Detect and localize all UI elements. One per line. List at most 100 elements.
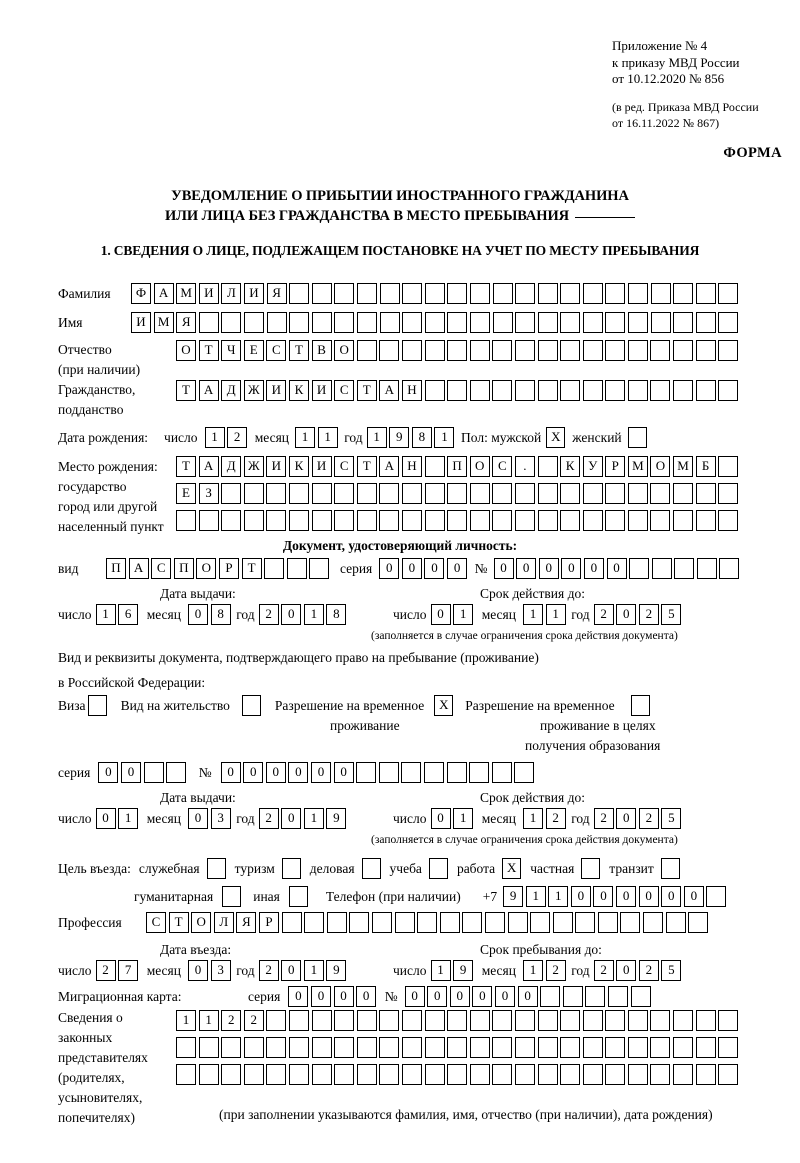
- char-box[interactable]: [266, 1064, 287, 1085]
- char-box[interactable]: С: [334, 456, 355, 477]
- char-box[interactable]: [627, 340, 648, 361]
- char-box[interactable]: [605, 340, 626, 361]
- char-box[interactable]: [198, 312, 219, 333]
- char-box[interactable]: И: [266, 456, 287, 477]
- char-box[interactable]: [514, 1037, 535, 1058]
- sex-female-checkbox[interactable]: [627, 427, 647, 448]
- char-box[interactable]: [446, 762, 467, 783]
- char-box[interactable]: [695, 283, 716, 304]
- char-box[interactable]: [673, 1064, 694, 1085]
- char-box[interactable]: В: [311, 340, 332, 361]
- char-box[interactable]: [379, 483, 400, 504]
- char-box[interactable]: [379, 312, 400, 333]
- char-box[interactable]: 9: [389, 427, 410, 448]
- char-box[interactable]: [537, 1037, 558, 1058]
- char-box[interactable]: [650, 1037, 671, 1058]
- char-box[interactable]: 5: [661, 960, 682, 981]
- char-box[interactable]: 0: [638, 886, 659, 907]
- char-box[interactable]: [424, 1064, 445, 1085]
- char-box[interactable]: [243, 312, 264, 333]
- char-box[interactable]: 0: [281, 960, 302, 981]
- char-box[interactable]: 9: [326, 960, 347, 981]
- char-box[interactable]: [356, 340, 377, 361]
- char-box[interactable]: [176, 1037, 196, 1058]
- representatives-input-3[interactable]: [176, 1064, 741, 1085]
- char-box[interactable]: [718, 1064, 739, 1085]
- char-box[interactable]: Т: [356, 380, 377, 401]
- char-box[interactable]: [143, 762, 164, 783]
- char-box[interactable]: 0: [616, 960, 637, 981]
- char-box[interactable]: [266, 1037, 287, 1058]
- char-box[interactable]: К: [560, 456, 581, 477]
- visa-checkbox[interactable]: [87, 695, 107, 716]
- char-box[interactable]: 3: [210, 808, 231, 829]
- char-box[interactable]: [424, 1037, 445, 1058]
- char-box[interactable]: 1: [303, 604, 324, 625]
- purpose-option-checkbox-4[interactable]: X: [502, 858, 522, 879]
- char-box[interactable]: [469, 1064, 490, 1085]
- char-box[interactable]: [537, 1064, 558, 1085]
- char-box[interactable]: [560, 1064, 581, 1085]
- char-box[interactable]: [673, 1010, 694, 1031]
- char-box[interactable]: 9: [503, 886, 524, 907]
- char-box[interactable]: [537, 510, 558, 531]
- char-box[interactable]: [514, 483, 535, 504]
- char-box[interactable]: [514, 510, 535, 531]
- char-box[interactable]: [221, 483, 242, 504]
- char-box[interactable]: О: [196, 558, 217, 579]
- char-box[interactable]: [447, 510, 468, 531]
- char-box[interactable]: [695, 483, 716, 504]
- char-box[interactable]: [447, 312, 468, 333]
- char-box[interactable]: [198, 1064, 219, 1085]
- char-box[interactable]: [311, 312, 332, 333]
- char-box[interactable]: 0: [430, 808, 451, 829]
- char-box[interactable]: Т: [356, 456, 377, 477]
- char-box[interactable]: [537, 340, 558, 361]
- char-box[interactable]: 9: [326, 808, 347, 829]
- char-box[interactable]: [718, 483, 739, 504]
- char-box[interactable]: [718, 1010, 739, 1031]
- char-box[interactable]: [718, 456, 739, 477]
- char-box[interactable]: [650, 283, 671, 304]
- char-box[interactable]: [650, 312, 671, 333]
- char-box[interactable]: О: [334, 340, 355, 361]
- char-box[interactable]: Л: [221, 283, 242, 304]
- char-box[interactable]: К: [288, 456, 309, 477]
- char-box[interactable]: Н: [401, 456, 422, 477]
- char-box[interactable]: Т: [241, 558, 262, 579]
- humanitarian-checkbox[interactable]: [222, 886, 242, 907]
- char-box[interactable]: [650, 510, 671, 531]
- char-box[interactable]: [424, 1010, 445, 1031]
- char-box[interactable]: [537, 380, 558, 401]
- char-box[interactable]: 0: [220, 762, 241, 783]
- char-box[interactable]: [514, 762, 535, 783]
- char-box[interactable]: [688, 912, 709, 933]
- char-box[interactable]: Е: [176, 483, 196, 504]
- char-box[interactable]: [424, 340, 445, 361]
- char-box[interactable]: [696, 558, 717, 579]
- char-box[interactable]: Я: [236, 912, 257, 933]
- char-box[interactable]: [605, 312, 626, 333]
- char-box[interactable]: 0: [570, 886, 591, 907]
- char-box[interactable]: О: [469, 456, 490, 477]
- char-box[interactable]: 0: [616, 604, 637, 625]
- char-box[interactable]: А: [379, 456, 400, 477]
- char-box[interactable]: [643, 912, 664, 933]
- char-box[interactable]: [560, 380, 581, 401]
- char-box[interactable]: 1: [198, 1010, 219, 1031]
- char-box[interactable]: [356, 762, 377, 783]
- char-box[interactable]: [447, 1010, 468, 1031]
- char-box[interactable]: [537, 483, 558, 504]
- char-box[interactable]: [334, 483, 355, 504]
- char-box[interactable]: 0: [424, 558, 445, 579]
